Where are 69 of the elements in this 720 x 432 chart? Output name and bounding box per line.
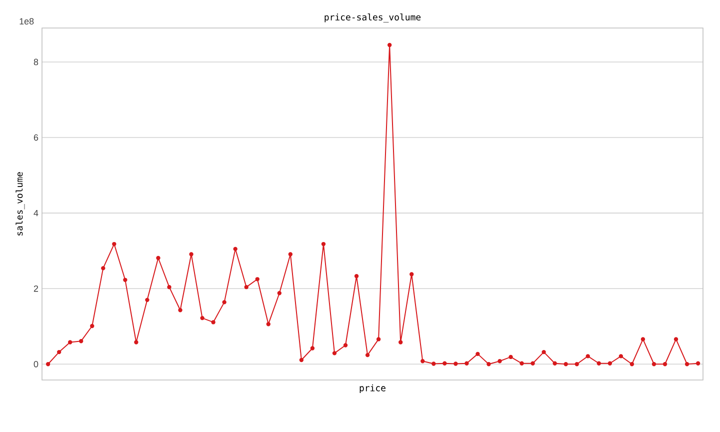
point (112, 242, 116, 246)
point (332, 351, 337, 356)
point (255, 277, 260, 282)
y-tick-label: 0 (34, 360, 38, 368)
point (321, 242, 326, 246)
point (365, 352, 370, 358)
point (640, 337, 646, 342)
point (156, 256, 160, 260)
point (79, 339, 84, 344)
point (354, 274, 359, 278)
point (442, 361, 447, 366)
point (520, 361, 524, 366)
point (178, 308, 182, 312)
point (662, 362, 668, 366)
y-tick-label: 6 (34, 134, 38, 141)
point (586, 354, 590, 358)
point (684, 362, 690, 366)
point (608, 361, 612, 366)
text: 1e8 (20, 18, 34, 24)
point (398, 340, 403, 344)
point (652, 362, 656, 366)
point (68, 340, 72, 344)
point (498, 359, 502, 364)
point (564, 362, 568, 366)
point (674, 337, 678, 342)
y-tick-label: 4 (34, 210, 38, 216)
point (123, 278, 128, 282)
point (618, 354, 624, 358)
point (432, 362, 436, 366)
x-axis-title: price (360, 384, 386, 394)
point (630, 362, 634, 366)
point (542, 350, 546, 354)
point (211, 320, 216, 324)
y-tick-label: 2 (34, 285, 38, 292)
chart-title: price-sales_volume (324, 14, 421, 22)
point (134, 340, 138, 344)
point (596, 361, 601, 366)
point (244, 284, 248, 290)
point (410, 272, 414, 276)
point (288, 252, 293, 256)
point (277, 291, 282, 296)
point (46, 362, 50, 366)
point (222, 300, 226, 304)
point (530, 361, 535, 366)
point (486, 362, 491, 366)
point (387, 42, 392, 48)
point (508, 354, 513, 360)
point (574, 362, 579, 366)
point (376, 337, 381, 342)
point (90, 324, 94, 328)
point (552, 361, 557, 366)
point (200, 316, 204, 320)
y-axis-title: sales_volume (16, 172, 25, 236)
point (189, 252, 194, 256)
point (464, 361, 469, 366)
point (145, 298, 150, 302)
point (266, 322, 270, 326)
point (343, 343, 348, 348)
point (696, 361, 700, 366)
point (299, 358, 304, 362)
point (101, 266, 106, 270)
y-tick-label: 8 (34, 58, 38, 66)
point (476, 352, 480, 356)
point (56, 350, 62, 354)
point (454, 362, 458, 366)
point (420, 359, 425, 364)
point (167, 284, 172, 290)
point (310, 346, 315, 350)
point (233, 246, 238, 252)
